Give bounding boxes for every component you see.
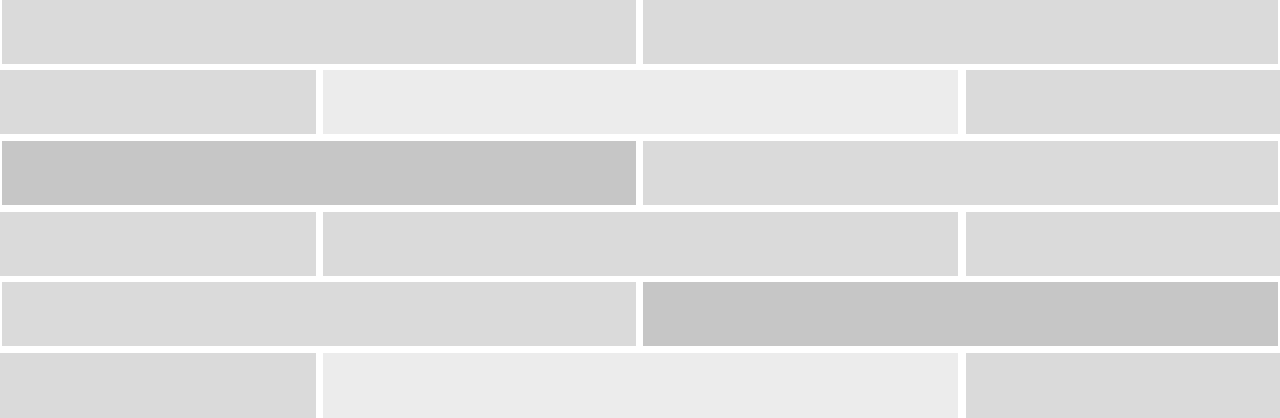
tile-block (643, 0, 1278, 64)
tile-block (323, 70, 958, 134)
tile-block (2, 141, 636, 205)
tile-block (323, 212, 958, 276)
tile-block (0, 353, 316, 418)
tile-block (0, 212, 316, 276)
tile-block (643, 141, 1278, 205)
tile-block (966, 70, 1280, 134)
tile-block (323, 353, 958, 418)
tile-block (0, 70, 316, 134)
tile-block (2, 0, 636, 64)
tile-block (643, 282, 1278, 346)
tile-block (966, 212, 1280, 276)
tile-block (2, 282, 636, 346)
tile-block (966, 353, 1280, 418)
